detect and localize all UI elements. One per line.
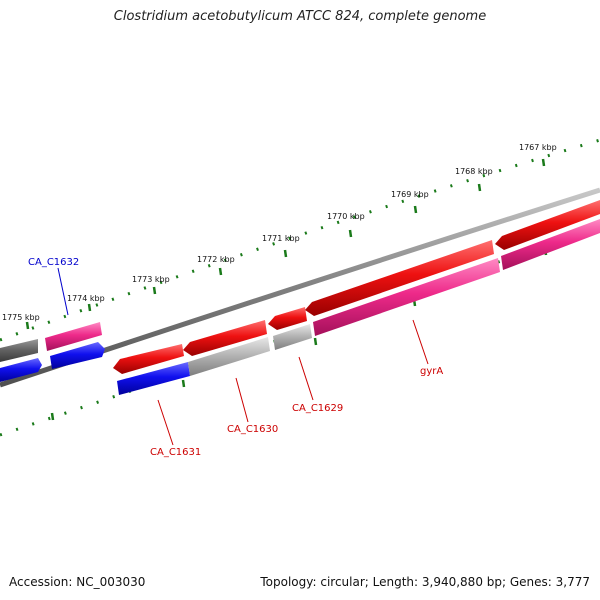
gene-ca-c1630[interactable] — [188, 337, 270, 376]
reverse-features — [0, 219, 600, 395]
gene-ca-c1629[interactable] — [273, 324, 312, 350]
tick-label: 1773 kbp — [132, 275, 170, 284]
tick-label: 1770 kbp — [327, 212, 365, 221]
tick-label: 1767 kbp — [519, 143, 557, 152]
gene-ca-c1632[interactable] — [45, 322, 102, 351]
map-title: Clostridium acetobutylicum ATCC 824, com… — [113, 9, 487, 24]
tick-label: 1775 kbp — [2, 313, 40, 322]
gene-ca-c1631[interactable] — [117, 362, 190, 395]
label-ca-c1629: CA_C1629 — [292, 403, 343, 414]
gene-pink-right[interactable] — [501, 219, 600, 270]
tick-label: 1774 kbp — [67, 294, 105, 303]
cds-5[interactable] — [495, 200, 600, 250]
gene-dark-left[interactable] — [0, 339, 38, 362]
tick-label: 1771 kbp — [262, 234, 300, 243]
accession-text: Accession: NC_003030 — [9, 575, 146, 589]
label-ca-c1632: CA_C1632 — [28, 257, 79, 268]
tick-label: 1768 kbp — [455, 167, 493, 176]
gene-gyra[interactable] — [313, 258, 500, 336]
gene-blue-left[interactable] — [0, 358, 42, 382]
cds-3[interactable] — [268, 307, 307, 330]
tick-label: 1772 kbp — [197, 255, 235, 264]
tick-labels: 1767 kbp 1768 kbp 1769 kbp 1770 kbp 1771… — [2, 143, 557, 322]
tick-label: 1769 kbp — [391, 190, 429, 199]
cds-1[interactable] — [113, 344, 184, 374]
forward-features — [0, 200, 600, 374]
cds-4[interactable] — [305, 240, 494, 316]
cds-2[interactable] — [183, 320, 267, 356]
label-ca-c1631: CA_C1631 — [150, 447, 201, 458]
genome-summary-text: Topology: circular; Length: 3,940,880 bp… — [260, 575, 590, 589]
gene-labels: CA_C1632 CA_C1631 CA_C1630 CA_C1629 gyrA — [28, 257, 443, 458]
label-gyra: gyrA — [420, 366, 443, 377]
cds-ca-c1632-rev[interactable] — [50, 342, 105, 369]
label-ca-c1630: CA_C1630 — [227, 424, 278, 435]
